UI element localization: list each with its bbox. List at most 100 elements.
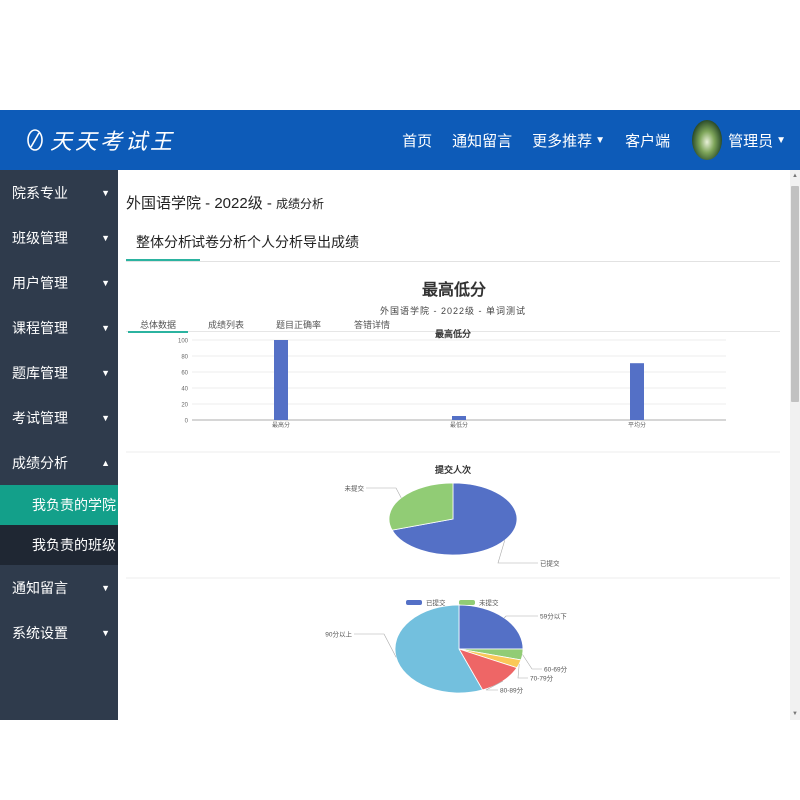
sidebar-item-label: 课程管理 <box>12 319 68 336</box>
caret-down-icon: ▼ <box>776 134 786 146</box>
tab-paper[interactable]: 试卷分析 <box>191 234 247 250</box>
sidebar-item-label: 用户管理 <box>12 274 68 291</box>
sidebar-item-score-analysis[interactable]: 成绩分析 ▲ <box>0 440 118 485</box>
y-tick-label: 80 <box>181 355 188 361</box>
tab-summary[interactable]: 总体数据 <box>127 320 189 333</box>
pie-slice <box>391 482 518 556</box>
y-tick-label: 100 <box>178 339 189 345</box>
page-title-prefix: 外国语学院 - 2022级 - <box>126 195 277 212</box>
nav-notice-label: 通知留言 <box>452 132 513 150</box>
sidebar-item-label: 班级管理 <box>12 229 68 246</box>
chart-title: 提交人次 <box>435 464 471 475</box>
slice-label: 未提交 <box>345 484 365 493</box>
slice-label: 90分以上 <box>325 630 352 639</box>
tab-personal[interactable]: 个人分析 <box>247 234 303 250</box>
pie-slice <box>388 482 454 531</box>
top-header: 天天考试王 首页 通知留言 更多推荐 ▼ 客户端 管理员 ▼ <box>0 110 800 170</box>
logo[interactable]: 天天考试王 <box>26 124 175 156</box>
nav-client[interactable]: 客户端 <box>625 130 670 151</box>
tab-wrong-detail[interactable]: 答错详情 <box>354 320 391 330</box>
charts-area: 最高低分020406080100最高分 最低分 平均分 提交人次已提交未提交已提交未… <box>126 328 780 695</box>
top-nav: 首页 通知留言 更多推荐 ▼ 客户端 管理员 ▼ <box>402 110 800 170</box>
x-tick-label: 最高分 <box>272 421 290 429</box>
scroll-thumb[interactable] <box>791 186 799 402</box>
scrollbar[interactable]: ▲ ▼ <box>790 170 800 720</box>
chevron-down-icon: ▼ <box>101 277 110 288</box>
avatar <box>692 120 723 160</box>
label-leader <box>522 654 542 670</box>
app-window: 天天考试王 首页 通知留言 更多推荐 ▼ 客户端 管理员 ▼ 院系专业 ▼ 班级管理… <box>0 110 800 720</box>
label-leader <box>366 487 402 498</box>
y-tick-label: 0 <box>185 419 189 425</box>
x-tick-label: 最低分 <box>450 421 468 429</box>
slice-label: 70-79分 <box>530 674 554 683</box>
slice-label: 59分以下 <box>540 612 567 621</box>
bar-chart: 最高低分 0 20 40 60 80 100 最高分 最低分 平均分 <box>178 328 726 429</box>
chart-title: 最高低分 <box>435 328 471 339</box>
sidebar: 院系专业 ▼ 班级管理 ▼ 用户管理 ▼ 课程管理 ▼ 题库管理 ▼ 考试管理 ▼ 成绩分析… <box>0 170 118 720</box>
tab-accuracy[interactable]: 题目正确率 <box>276 320 322 330</box>
tab-overall[interactable]: 整体分析 <box>126 234 200 261</box>
section-title: 最高低分 <box>421 282 486 299</box>
tab-score-list[interactable]: 成绩列表 <box>208 320 245 330</box>
report-card: 外国语学院 - 2022级 - 单词测试 总体数据 成绩列表 题目正确率 答错详… <box>126 304 780 720</box>
y-tick-label: 60 <box>181 371 188 377</box>
user-menu[interactable]: 管理员 ▼ <box>692 120 786 160</box>
x-tick-label: 平均分 <box>628 421 646 429</box>
sidebar-subitem-my-college[interactable]: 我负责的学院 <box>0 485 118 525</box>
chevron-down-icon: ▼ <box>101 232 110 243</box>
scroll-up-icon[interactable]: ▲ <box>792 173 798 179</box>
sidebar-item-question-bank[interactable]: 题库管理 ▼ <box>0 350 118 395</box>
slice-label: 60-69分 <box>544 665 568 674</box>
sidebar-subitem-my-class[interactable]: 我负责的班级 <box>0 525 118 565</box>
sidebar-item-label: 通知留言 <box>12 579 68 596</box>
sidebar-item-settings[interactable]: 系统设置 ▼ <box>0 610 118 655</box>
logo-text: 天天考试王 <box>50 130 176 155</box>
tab-export[interactable]: 导出成绩 <box>303 234 359 250</box>
nav-home[interactable]: 首页 <box>402 130 432 151</box>
label-leader <box>354 633 397 658</box>
chevron-down-icon: ▼ <box>101 582 110 593</box>
legend-swatch <box>459 600 475 605</box>
label-leader <box>497 540 538 564</box>
page-title: 外国语学院 - 2022级 - 成绩分析 <box>126 192 324 213</box>
chevron-up-icon: ▲ <box>101 457 110 468</box>
sidebar-item-exams[interactable]: 考试管理 ▼ <box>0 395 118 440</box>
sidebar-item-label: 院系专业 <box>12 184 68 201</box>
nav-more-label: 更多推荐 <box>532 132 593 150</box>
sidebar-item-label: 系统设置 <box>12 624 68 641</box>
nav-notice[interactable]: 通知留言 <box>452 130 512 151</box>
label-leader <box>517 663 528 679</box>
chevron-down-icon: ▼ <box>101 367 110 378</box>
sidebar-item-classes[interactable]: 班级管理 ▼ <box>0 215 118 260</box>
chevron-down-icon: ▼ <box>101 412 110 423</box>
slice-label: 已提交 <box>540 559 560 568</box>
scroll-down-icon[interactable]: ▼ <box>792 711 798 717</box>
logo-icon <box>27 129 43 151</box>
sidebar-item-label: 成绩分析 <box>12 454 68 471</box>
analysis-tabs: 整体分析 试卷分析 个人分析 导出成绩 <box>126 226 780 262</box>
legend-swatch <box>406 600 422 605</box>
sidebar-item-users[interactable]: 用户管理 ▼ <box>0 260 118 305</box>
pie-chart-distribution: 成绩分布59分以下60-69分70-79分80-89分90分以上59分以下60-… <box>325 604 568 695</box>
pie-slice <box>458 604 524 650</box>
label-leader <box>504 615 538 619</box>
sidebar-item-label: 考试管理 <box>12 409 68 426</box>
bar <box>630 363 644 420</box>
bar <box>452 416 466 420</box>
y-tick-label: 20 <box>181 403 188 409</box>
report-title: 外国语学院 - 2022级 - 单词测试 <box>379 306 527 316</box>
sidebar-item-courses[interactable]: 课程管理 ▼ <box>0 305 118 350</box>
slice-label: 80-89分 <box>500 686 524 695</box>
page-title-suffix: 成绩分析 <box>276 197 325 211</box>
sidebar-item-departments[interactable]: 院系专业 ▼ <box>0 170 118 215</box>
label-leader <box>485 680 503 691</box>
nav-more[interactable]: 更多推荐 ▼ <box>532 130 605 151</box>
sidebar-item-notices[interactable]: 通知留言 ▼ <box>0 565 118 610</box>
caret-down-icon: ▼ <box>595 134 606 146</box>
legend-label: 未提交 <box>479 598 499 607</box>
chevron-down-icon: ▼ <box>101 322 110 333</box>
chevron-down-icon: ▼ <box>101 187 110 198</box>
main-content: 外国语学院 - 2022级 - 成绩分析 整体分析 试卷分析 个人分析 导出成绩… <box>118 170 790 720</box>
